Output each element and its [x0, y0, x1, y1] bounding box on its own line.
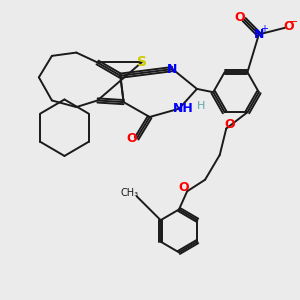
- Text: O: O: [283, 20, 294, 33]
- Text: O: O: [126, 132, 137, 145]
- Text: −: −: [289, 17, 298, 28]
- Text: +: +: [260, 24, 268, 34]
- Text: O: O: [178, 181, 189, 194]
- Text: S: S: [136, 56, 146, 70]
- Text: N: N: [254, 28, 264, 41]
- Text: H: H: [197, 101, 205, 111]
- Text: O: O: [224, 118, 235, 131]
- Text: CH₃: CH₃: [120, 188, 138, 198]
- Text: NH: NH: [173, 102, 194, 115]
- Text: N: N: [167, 63, 178, 76]
- Text: O: O: [235, 11, 245, 24]
